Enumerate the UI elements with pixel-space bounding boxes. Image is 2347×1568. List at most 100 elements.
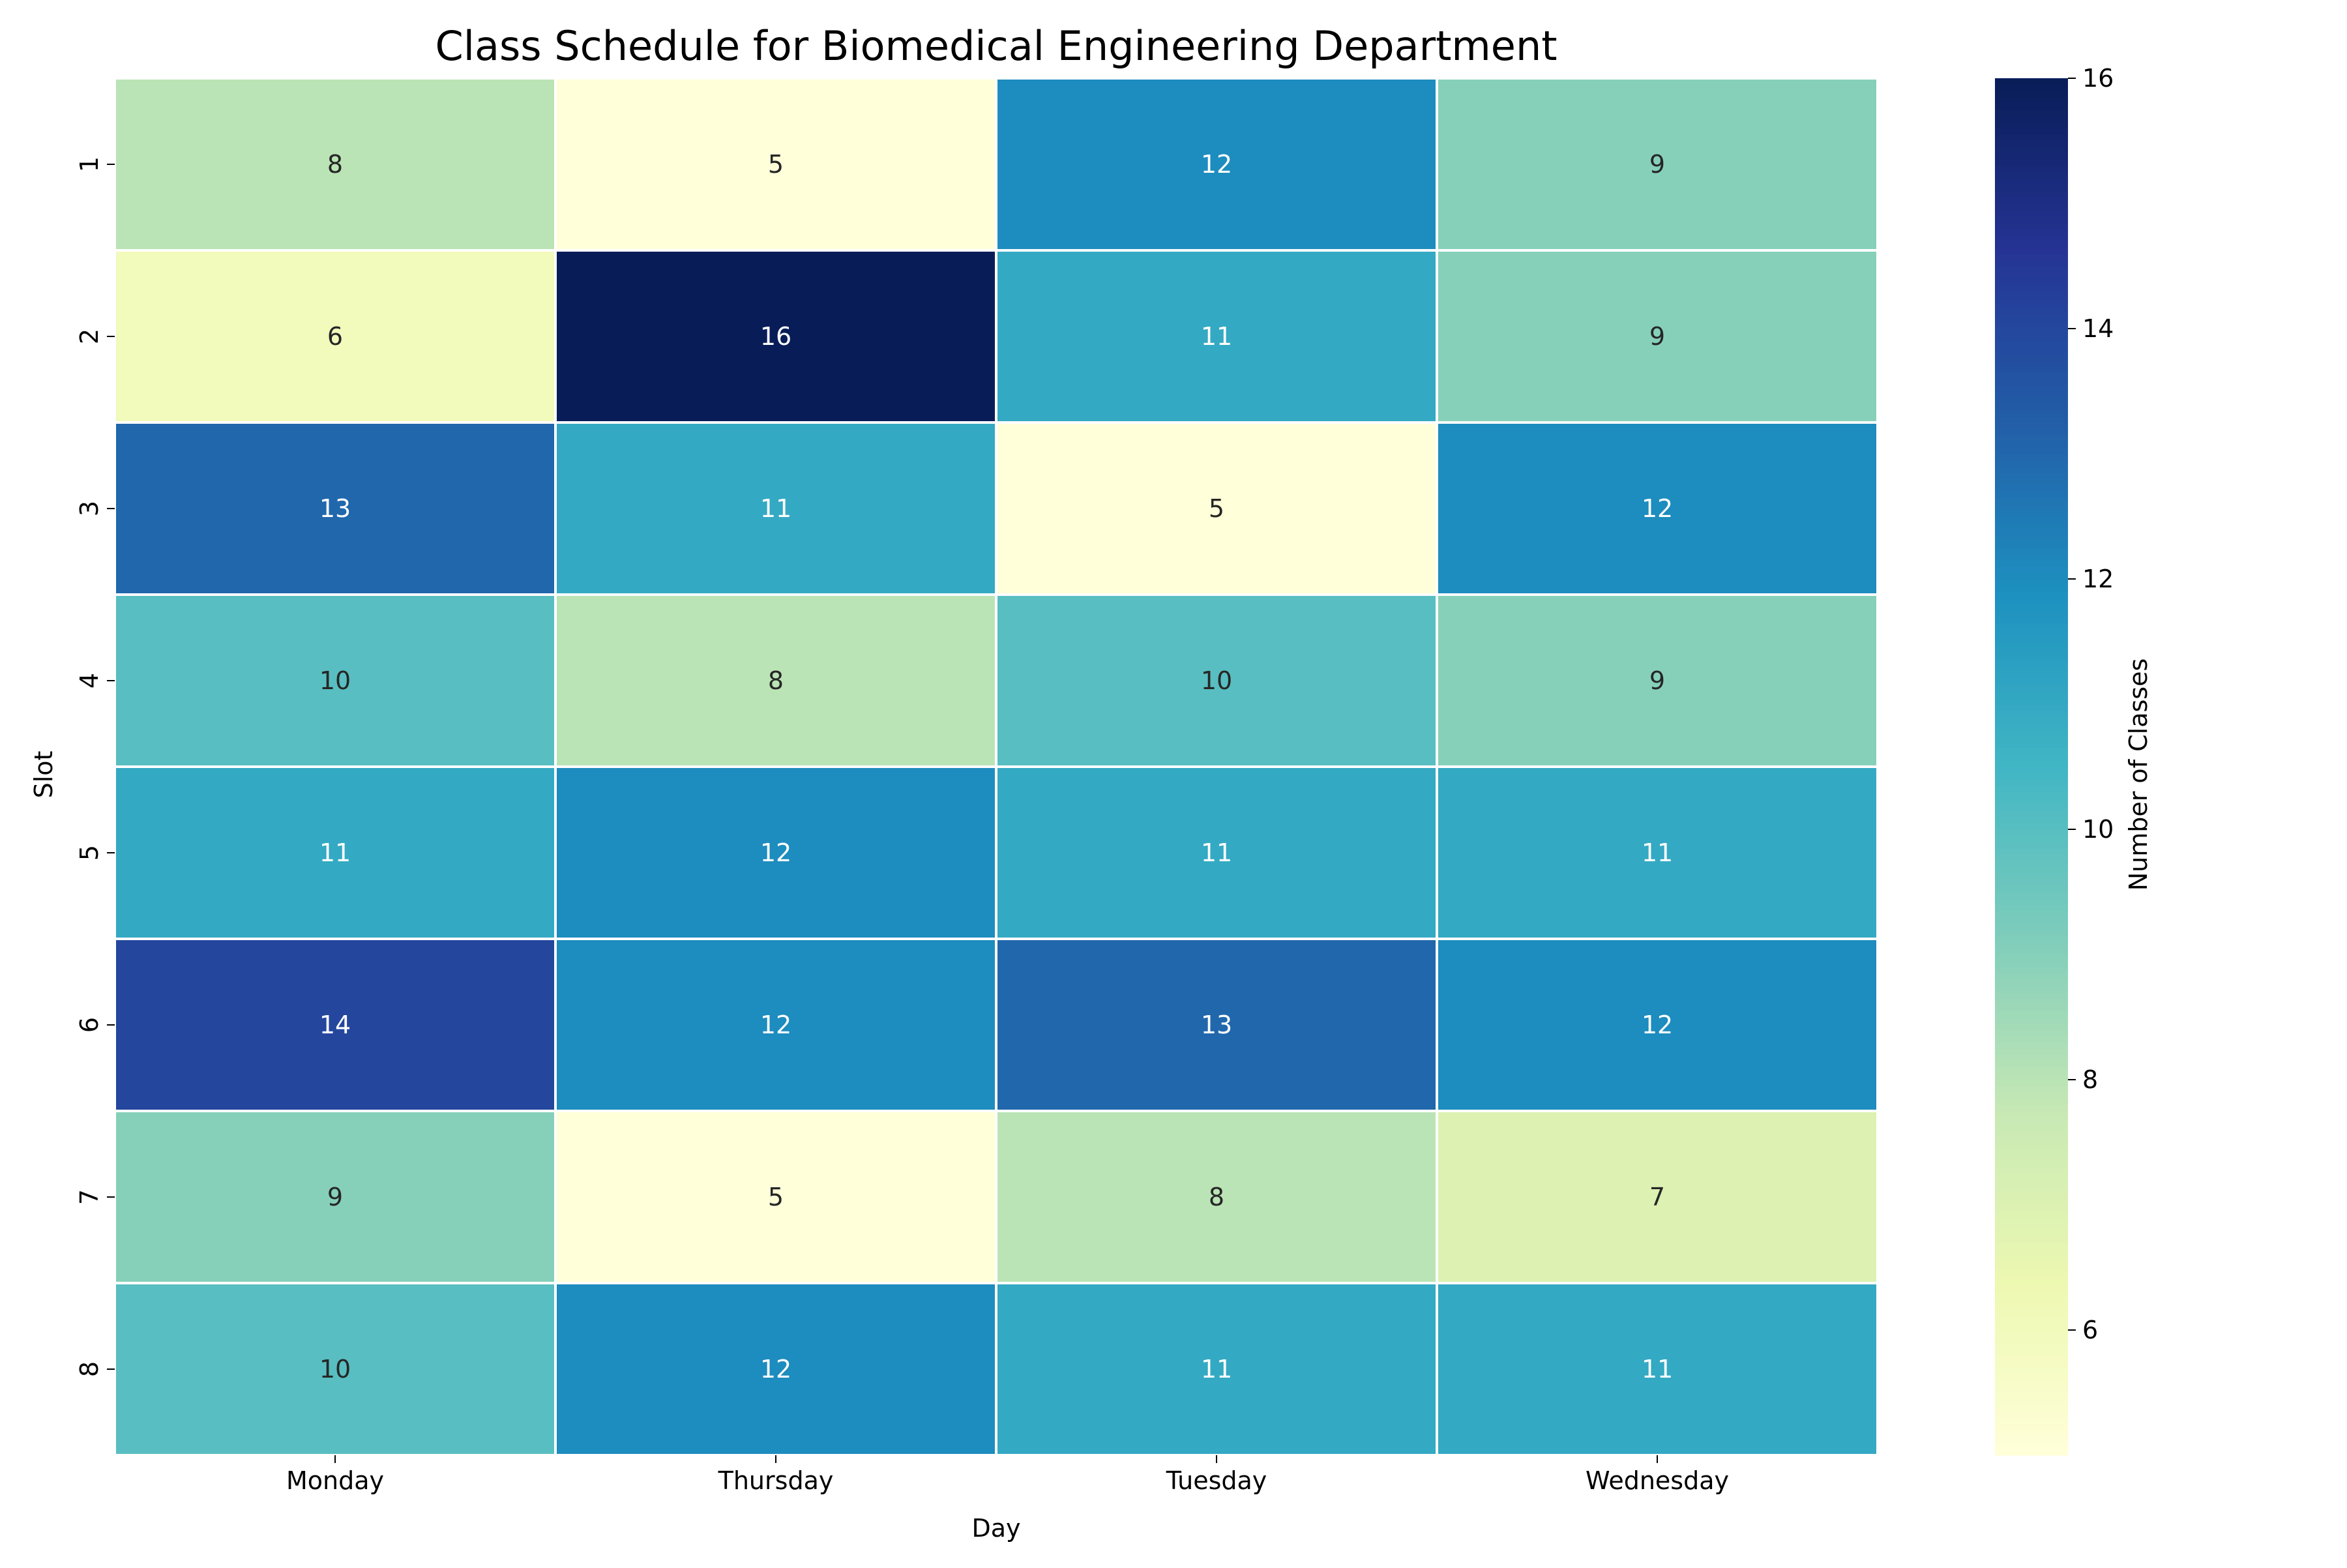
colorbar-segment [1995, 84, 2068, 91]
heatmap-cell-label: 6 [327, 322, 343, 351]
colorbar-segment [1995, 1286, 2068, 1293]
colorbar-segment [1995, 1117, 2068, 1124]
heatmap-cell [1436, 765, 1879, 940]
colorbar-segment [1995, 791, 2068, 799]
heatmap-cell [1436, 593, 1879, 768]
colorbar-segment [1995, 1436, 2068, 1443]
colorbar-segment [1995, 717, 2068, 724]
colorbar-segment [1995, 654, 2068, 661]
heatmap-cell-label: 8 [327, 150, 343, 179]
colorbar-segment [1995, 1342, 2068, 1350]
heatmap-cell [554, 765, 997, 940]
colorbar-segment [1995, 798, 2068, 805]
colorbar-tick-label: 12 [2082, 565, 2114, 593]
colorbar-segment [1995, 1080, 2068, 1087]
colorbar-segment [1995, 773, 2068, 780]
colorbar-segment [1995, 284, 2068, 291]
heatmap-cell-label: 12 [760, 1011, 791, 1039]
colorbar-segment [1995, 472, 2068, 479]
colorbar-segment [1995, 892, 2068, 899]
y-tick-label: 6 [75, 1017, 104, 1033]
colorbar-segment [1995, 861, 2068, 868]
colorbar-segment [1995, 597, 2068, 604]
colorbar-segment [1995, 685, 2068, 692]
colorbar: 6 8 10 12 14 16 [1995, 64, 2114, 1456]
colorbar-segment [1995, 735, 2068, 743]
colorbar-segment [1995, 848, 2068, 855]
colorbar-segment [1995, 679, 2068, 686]
colorbar-segment [1995, 378, 2068, 385]
colorbar-segment [1995, 710, 2068, 717]
colorbar-segment [1995, 1148, 2068, 1155]
colorbar-segment [1995, 110, 2068, 117]
heatmap-cell [995, 77, 1438, 252]
colorbar-segment [1995, 1380, 2068, 1387]
colorbar-segment [1995, 166, 2068, 173]
heatmap-cell-label: 8 [768, 666, 784, 695]
colorbar-segment [1995, 986, 2068, 993]
colorbar-segment [1995, 754, 2068, 761]
colorbar-segment [1995, 122, 2068, 129]
heatmap-cell [995, 593, 1438, 768]
colorbar-segment [1995, 159, 2068, 166]
colorbar-segment [1995, 698, 2068, 705]
colorbar-segment [1995, 1330, 2068, 1337]
colorbar-segment [1995, 873, 2068, 880]
colorbar-segment [1995, 1367, 2068, 1374]
colorbar-segment [1995, 1230, 2068, 1237]
x-tick-label: Monday [286, 1466, 384, 1495]
colorbar-segment [1995, 1280, 2068, 1287]
colorbar-segment [1995, 823, 2068, 830]
colorbar-segment [1995, 416, 2068, 423]
colorbar-segment [1995, 967, 2068, 974]
colorbar-segment [1995, 503, 2068, 510]
heatmap-cell-label: 16 [760, 322, 791, 351]
y-axis: 1 2 3 4 5 6 7 8 [75, 156, 115, 1377]
heatmap-cell-label: 11 [1201, 838, 1232, 867]
colorbar-segment [1995, 1317, 2068, 1324]
colorbar-segment [1995, 923, 2068, 930]
colorbar-segment [1995, 316, 2068, 323]
colorbar-segment [1995, 1104, 2068, 1112]
colorbar-segment [1995, 297, 2068, 304]
colorbar-segment [1995, 1048, 2068, 1056]
colorbar-segment [1995, 1167, 2068, 1174]
colorbar-segment [1995, 272, 2068, 279]
colorbar-segment [1995, 409, 2068, 417]
colorbar-segment [1995, 1393, 2068, 1400]
heatmap-cell [995, 1110, 1438, 1284]
colorbar-segment [1995, 329, 2068, 336]
colorbar-segment [1995, 1411, 2068, 1418]
heatmap-cell-label: 12 [760, 1355, 791, 1383]
colorbar-segment [1995, 209, 2068, 216]
colorbar-segment [1995, 1249, 2068, 1256]
colorbar-segment [1995, 1092, 2068, 1099]
colorbar-segment [1995, 228, 2068, 235]
colorbar-segment [1995, 1273, 2068, 1280]
heatmap-cell [1436, 938, 1879, 1112]
colorbar-segment [1995, 998, 2068, 1005]
colorbar-segment [1995, 941, 2068, 949]
colorbar-segment [1995, 548, 2068, 555]
colorbar-segment [1995, 910, 2068, 917]
heatmap-cell-label: 12 [1642, 1011, 1673, 1039]
heatmap-cell [554, 938, 997, 1112]
colorbar-segment [1995, 1398, 2068, 1406]
colorbar-segment [1995, 134, 2068, 141]
colorbar-segment [1995, 554, 2068, 561]
colorbar-segment [1995, 278, 2068, 286]
colorbar-segment [1995, 1129, 2068, 1136]
x-axis-label: Day [971, 1514, 1020, 1543]
colorbar-segment [1995, 372, 2068, 379]
y-tick-label: 7 [75, 1189, 104, 1205]
colorbar-segment [1995, 541, 2068, 548]
y-tick-label: 4 [75, 673, 104, 688]
colorbar-segment [1995, 810, 2068, 818]
heatmap-cell-label: 11 [760, 494, 791, 523]
heatmap-cell-label: 9 [1649, 322, 1665, 351]
colorbar-segment [1995, 172, 2068, 179]
y-axis-label: Slot [29, 751, 58, 799]
heatmap-cell-label: 9 [1649, 150, 1665, 179]
colorbar-segment [1995, 579, 2068, 586]
colorbar-segment [1995, 391, 2068, 398]
